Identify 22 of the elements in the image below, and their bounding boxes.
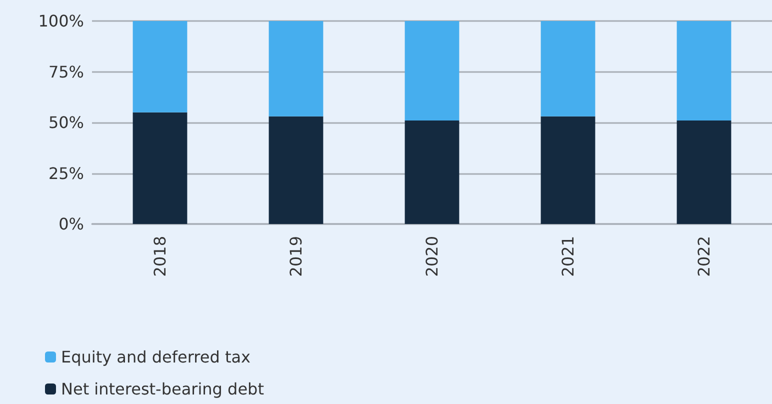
- bar: [676, 21, 732, 120]
- x-tick-label: 2021: [558, 236, 578, 277]
- y-tick-label: 0%: [58, 214, 84, 234]
- bar: [540, 21, 596, 116]
- bar: [132, 112, 188, 224]
- bar: [404, 120, 460, 224]
- bar: [268, 116, 324, 224]
- x-tick-label: 2019: [286, 236, 306, 277]
- y-tick-label: 25%: [48, 164, 84, 183]
- bar: [404, 21, 460, 120]
- y-tick-label: 50%: [48, 113, 84, 132]
- x-tick-label: 2018: [150, 236, 170, 277]
- bar: [268, 21, 324, 116]
- y-tick-label: 100%: [38, 12, 84, 30]
- legend-label: Net interest-bearing debt: [61, 380, 264, 398]
- legend-label: Equity and deferred tax: [61, 348, 250, 366]
- x-tick-label: 2022: [694, 236, 714, 277]
- bar: [132, 21, 188, 112]
- x-tick-label: 2020: [422, 236, 442, 277]
- bar: [540, 116, 596, 224]
- bar: [676, 120, 732, 224]
- y-tick-label: 75%: [48, 62, 84, 82]
